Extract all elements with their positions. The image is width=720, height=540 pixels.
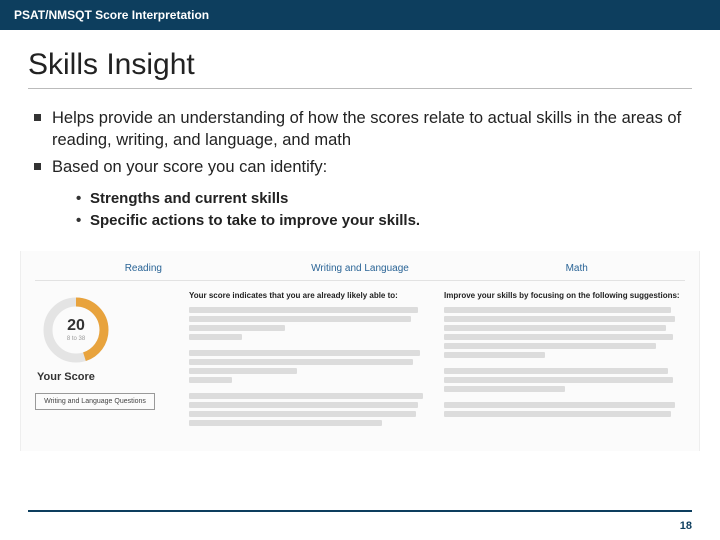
footer-rule [28, 510, 692, 512]
tab-math[interactable]: Math [468, 259, 685, 280]
blur-item [444, 307, 685, 358]
tab-writing-language[interactable]: Writing and Language [252, 259, 469, 280]
blur-item [189, 393, 430, 426]
tab-row: Reading Writing and Language Math [35, 259, 685, 281]
sub-bullet-2: Specific actions to take to improve your… [76, 210, 692, 233]
content-area: Skills Insight Helps provide an understa… [0, 30, 720, 233]
sub-bullet-1: Strengths and current skills [76, 188, 692, 211]
blur-item [444, 402, 685, 417]
score-donut: 20 8 to 38 [41, 295, 111, 365]
improve-column: Improve your skills by focusing on the f… [444, 291, 685, 436]
score-value: 20 [67, 318, 85, 334]
improve-head: Improve your skills by focusing on the f… [444, 291, 685, 301]
tab-reading[interactable]: Reading [35, 259, 252, 280]
blur-item [189, 350, 430, 383]
your-score-label: Your Score [37, 371, 175, 383]
score-range: 8 to 38 [67, 336, 85, 342]
header-label: PSAT/NMSQT Score Interpretation [14, 8, 209, 22]
page-title: Skills Insight [28, 48, 692, 89]
page-number: 18 [680, 520, 692, 532]
bullet-1: Helps provide an understanding of how th… [34, 107, 692, 152]
donut-center: 20 8 to 38 [41, 295, 111, 365]
header-bar: PSAT/NMSQT Score Interpretation [0, 0, 720, 30]
already-able-head: Your score indicates that you are alread… [189, 291, 430, 301]
bullet-2: Based on your score you can identify: St… [34, 156, 692, 233]
skills-insight-panel: Reading Writing and Language Math 20 8 t… [20, 251, 700, 451]
main-bullet-list: Helps provide an understanding of how th… [28, 107, 692, 233]
questions-box[interactable]: Writing and Language Questions [35, 393, 155, 410]
panel-body: 20 8 to 38 Your Score Writing and Langua… [21, 281, 699, 436]
blur-item [444, 368, 685, 392]
blur-item [189, 307, 430, 340]
already-able-column: Your score indicates that you are alread… [189, 291, 430, 436]
score-column: 20 8 to 38 Your Score Writing and Langua… [35, 291, 175, 436]
sub-bullet-list: Strengths and current skills Specific ac… [52, 188, 692, 233]
bullet-2-text: Based on your score you can identify: [52, 158, 327, 176]
